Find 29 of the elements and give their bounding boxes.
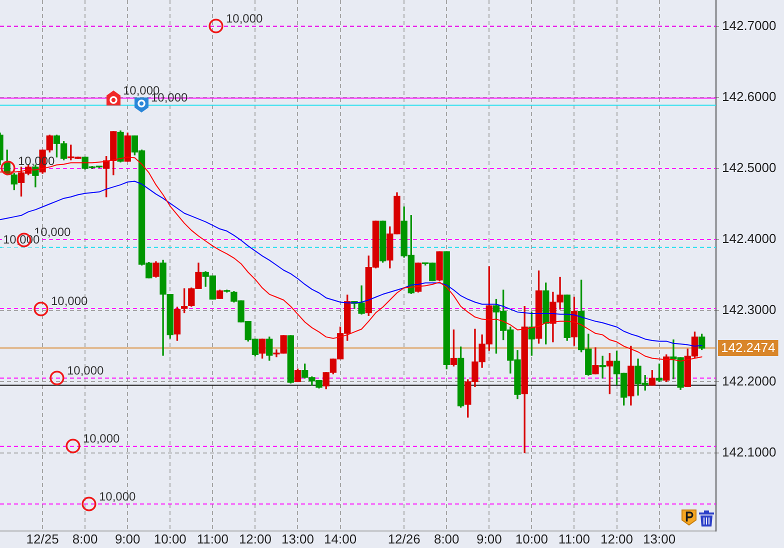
y-tick-label: 142.4000 <box>722 231 776 246</box>
y-tick-label: 142.3000 <box>722 302 776 318</box>
x-tick-label: 8:00 <box>434 531 460 546</box>
x-tick-label: 8:00 <box>72 531 98 546</box>
y-tick-label: 142.6000 <box>722 88 776 104</box>
x-tick-label: 9:00 <box>476 531 502 546</box>
ref-line-label: 142.2474 <box>721 340 776 356</box>
x-tick-label: 11:00 <box>196 531 228 546</box>
y-tick-label: 142.7000 <box>722 18 776 33</box>
y-tick-label: 142.2000 <box>722 373 776 388</box>
y-tick-label: 142.5000 <box>722 160 776 176</box>
x-tick-label: 14:00 <box>324 531 357 546</box>
x-tick-label: 10:00 <box>154 531 186 546</box>
x-tick-label: 9:00 <box>114 531 140 546</box>
annotation: 10,000 <box>226 12 264 26</box>
x-tick-label: 12:00 <box>238 531 272 546</box>
x-tick-label: 10:00 <box>515 531 548 546</box>
annotation: 10,000 <box>51 294 88 308</box>
annotation: 10,000 <box>99 489 136 504</box>
x-tick-label: 12/25 <box>26 531 59 546</box>
annotation: 10,000 <box>83 432 120 446</box>
y-tick-label: 142.1000 <box>722 444 776 460</box>
x-tick-label: 12/26 <box>388 531 420 546</box>
x-tick-label: 11:00 <box>558 531 590 546</box>
annotation: 10,000 <box>67 363 104 378</box>
candlestick <box>599 356 606 378</box>
x-tick-label: 12:00 <box>600 531 634 546</box>
x-tick-label: 13:00 <box>281 531 314 546</box>
x-tick-label: 13:00 <box>643 531 676 546</box>
